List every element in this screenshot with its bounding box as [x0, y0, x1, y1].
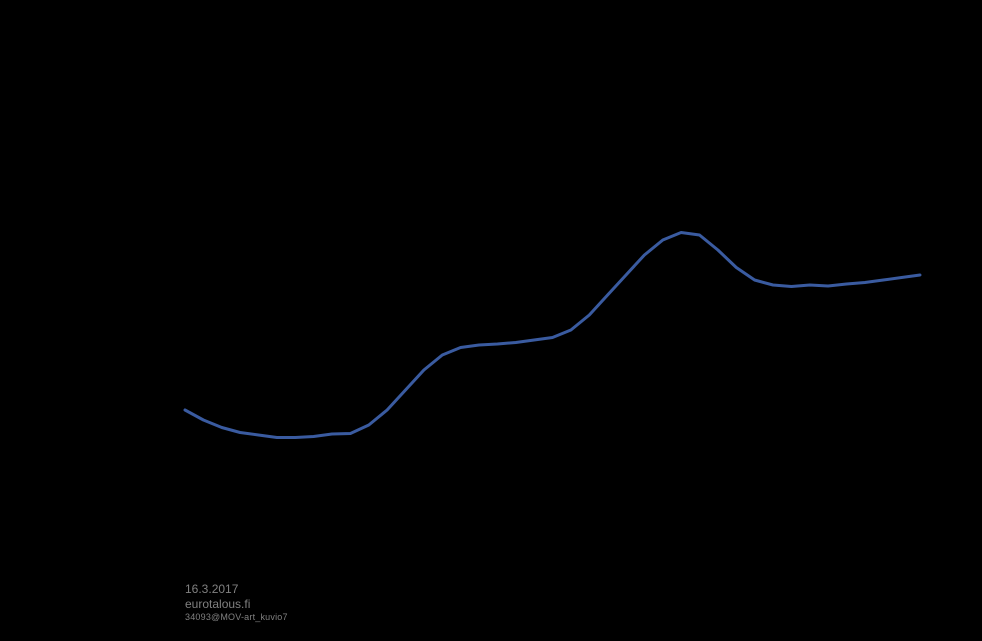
chart-container: 16.3.2017 eurotalous.fi 34093@MOV-art_ku…	[0, 0, 982, 641]
footer-date: 16.3.2017	[185, 582, 288, 597]
chart-series-line	[185, 233, 920, 438]
line-chart	[0, 0, 982, 641]
footer-site: eurotalous.fi	[185, 597, 288, 612]
footer-ref: 34093@MOV-art_kuvio7	[185, 612, 288, 623]
chart-footer: 16.3.2017 eurotalous.fi 34093@MOV-art_ku…	[185, 582, 288, 623]
